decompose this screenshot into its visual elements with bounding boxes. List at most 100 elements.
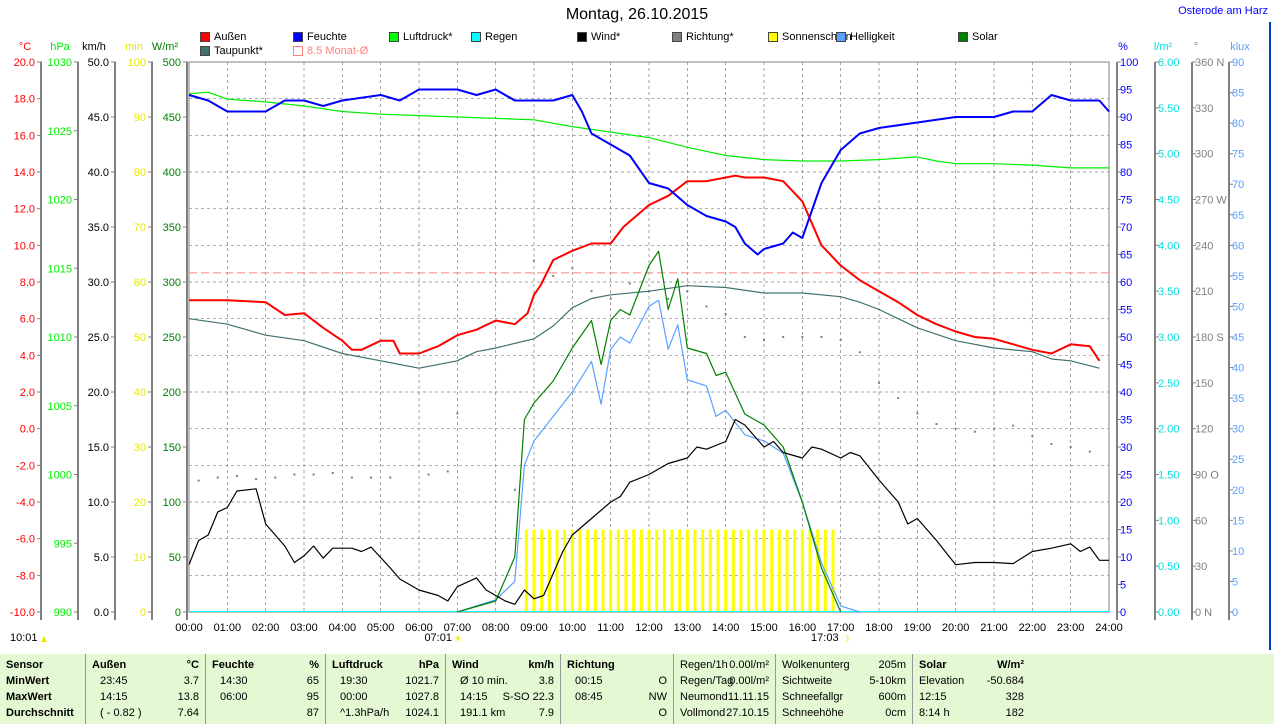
stats-header-row: Sensor xyxy=(6,657,79,673)
axis-tick-label: 20 xyxy=(134,497,146,509)
time-marker-icon: ▲ xyxy=(39,634,49,645)
x-tick-label: 06:00 xyxy=(405,622,433,634)
sunshine-bar xyxy=(724,529,728,612)
stats-label: Wind xyxy=(452,659,479,671)
x-tick-label: 09:00 xyxy=(520,622,548,634)
legend-label: Wind* xyxy=(591,31,621,43)
stats-section: Sensor MinWert MaxWert Durchschnitt xyxy=(0,654,85,724)
stats-row: 14:30 65 xyxy=(212,673,319,689)
axis-tick-label: 240 xyxy=(1195,240,1213,252)
axis-tick-label: 0 xyxy=(1232,607,1238,619)
sunshine-bar xyxy=(831,529,835,612)
axis-tick-label: 10 xyxy=(1232,546,1244,558)
legend-item: Luftdruck* xyxy=(389,31,453,43)
direction-point xyxy=(571,267,574,270)
axis-tick-label: 1025 xyxy=(48,126,72,138)
sunshine-bar xyxy=(616,529,620,612)
axis-tick-label: 6.00 xyxy=(1158,57,1179,69)
stats-label: Außen xyxy=(92,659,127,671)
x-tick-label: 21:00 xyxy=(980,622,1008,634)
stats-label: Luftdruck xyxy=(332,659,383,671)
axis-tick-label: 40 xyxy=(1120,387,1132,399)
sunset-label: 17:03 xyxy=(811,632,839,644)
axis-tick-label: 20 xyxy=(1120,497,1132,509)
legend-swatch-icon xyxy=(577,32,587,42)
stats-row: 14:15 13.8 xyxy=(92,689,199,705)
x-tick-label: 18:00 xyxy=(865,622,893,634)
sunshine-bar xyxy=(555,529,559,612)
axis-tick-label: 50.0 xyxy=(88,57,109,69)
axis-tick-label: 120 xyxy=(1195,424,1213,436)
direction-point xyxy=(954,427,957,430)
direction-point xyxy=(552,274,555,277)
stats-label: 00:00 xyxy=(340,691,368,703)
stats-label: MinWert xyxy=(6,675,50,687)
axis-tick-label: 210 xyxy=(1195,286,1213,298)
sunshine-bar xyxy=(731,529,735,612)
axis-tick-label: 15 xyxy=(1120,525,1132,537)
axis-tick-label: 35.0 xyxy=(88,222,109,234)
stats-row: Regen/1h 0.00l/m² xyxy=(680,657,769,673)
direction-point xyxy=(763,339,765,342)
sunshine-bar xyxy=(708,529,712,612)
stats-row: MaxWert xyxy=(6,689,79,705)
direction-point xyxy=(801,336,804,338)
stats-header-row: Luftdruck hPa xyxy=(332,657,439,673)
stats-label: Ø 10 min. xyxy=(460,675,508,687)
axis-tick-label: 2.0 xyxy=(20,387,35,399)
sunshine-bar xyxy=(754,529,758,612)
axis-tick-label: 30.0 xyxy=(88,277,109,289)
stats-section: Wolkenunterg 205m Sichtweite 5-10km Schneefa… xyxy=(775,654,912,724)
x-tick-label: 01:00 xyxy=(214,622,242,634)
direction-point xyxy=(274,476,277,479)
stats-label: Feuchte xyxy=(212,659,255,671)
axis-tick-label: 180 S xyxy=(1195,332,1224,344)
direction-point xyxy=(993,427,995,430)
stats-row: 23:45 3.7 xyxy=(92,673,199,689)
axis-tick-label: 50 xyxy=(169,552,181,564)
legend-item: 8.5 Monat-Ø xyxy=(293,45,368,57)
x-tick-label: 11:00 xyxy=(597,622,624,634)
axis-tick-label: 100 xyxy=(128,57,146,69)
direction-point xyxy=(370,476,373,479)
stats-value: 5-10km xyxy=(869,675,906,687)
direction-point xyxy=(197,479,200,482)
sunshine-bar xyxy=(540,529,544,612)
axis-tick-label: 400 xyxy=(163,167,181,179)
x-tick-label: 24:00 xyxy=(1095,622,1123,634)
axis-tick-label: 0 xyxy=(175,607,181,619)
sunshine-bar xyxy=(662,529,666,612)
stats-value: 65 xyxy=(306,675,319,687)
axis-tick-label: 1.50 xyxy=(1158,470,1179,482)
axis-tick-label: 75 xyxy=(1232,149,1244,161)
axis-tick-label: 5.0 xyxy=(94,552,109,564)
stats-row: Schneehöhe 0cm xyxy=(782,705,906,721)
legend-label: Feuchte xyxy=(307,31,347,43)
sunshine-bar xyxy=(739,529,743,612)
direction-point xyxy=(293,473,296,476)
direction-point xyxy=(331,471,334,474)
legend-label: Richtung* xyxy=(686,31,734,43)
direction-point xyxy=(609,297,612,300)
stats-label: Schneehöhe xyxy=(782,707,844,719)
stats-label: Regen/1h xyxy=(680,659,728,671)
stats-row: Sichtweite 5-10km xyxy=(782,673,906,689)
x-tick-label: 16:00 xyxy=(789,622,817,634)
axis-tick-label: 90 xyxy=(1232,57,1244,69)
stats-row: Schneefallgr 600m xyxy=(782,689,906,705)
stats-label: MaxWert xyxy=(6,691,52,703)
axis-tick-label: 25 xyxy=(1120,470,1132,482)
x-tick-label: 13:00 xyxy=(674,622,702,634)
series-außen xyxy=(189,174,1101,362)
stats-row: 87 xyxy=(212,705,319,721)
legend-item: Sonnenschein xyxy=(768,31,852,43)
x-tick-label: 04:00 xyxy=(329,622,357,634)
axis-tick-label: 10 xyxy=(1120,552,1132,564)
axis-unit-lux: klux xyxy=(1230,41,1250,53)
sunshine-bar xyxy=(578,529,582,612)
x-tick-label: 19:00 xyxy=(904,622,932,634)
sunshine-bar xyxy=(655,529,659,612)
stats-value: 1021.7 xyxy=(405,675,439,687)
sunshine-bar xyxy=(678,529,682,612)
stats-row: Wolkenunterg 205m xyxy=(782,657,906,673)
